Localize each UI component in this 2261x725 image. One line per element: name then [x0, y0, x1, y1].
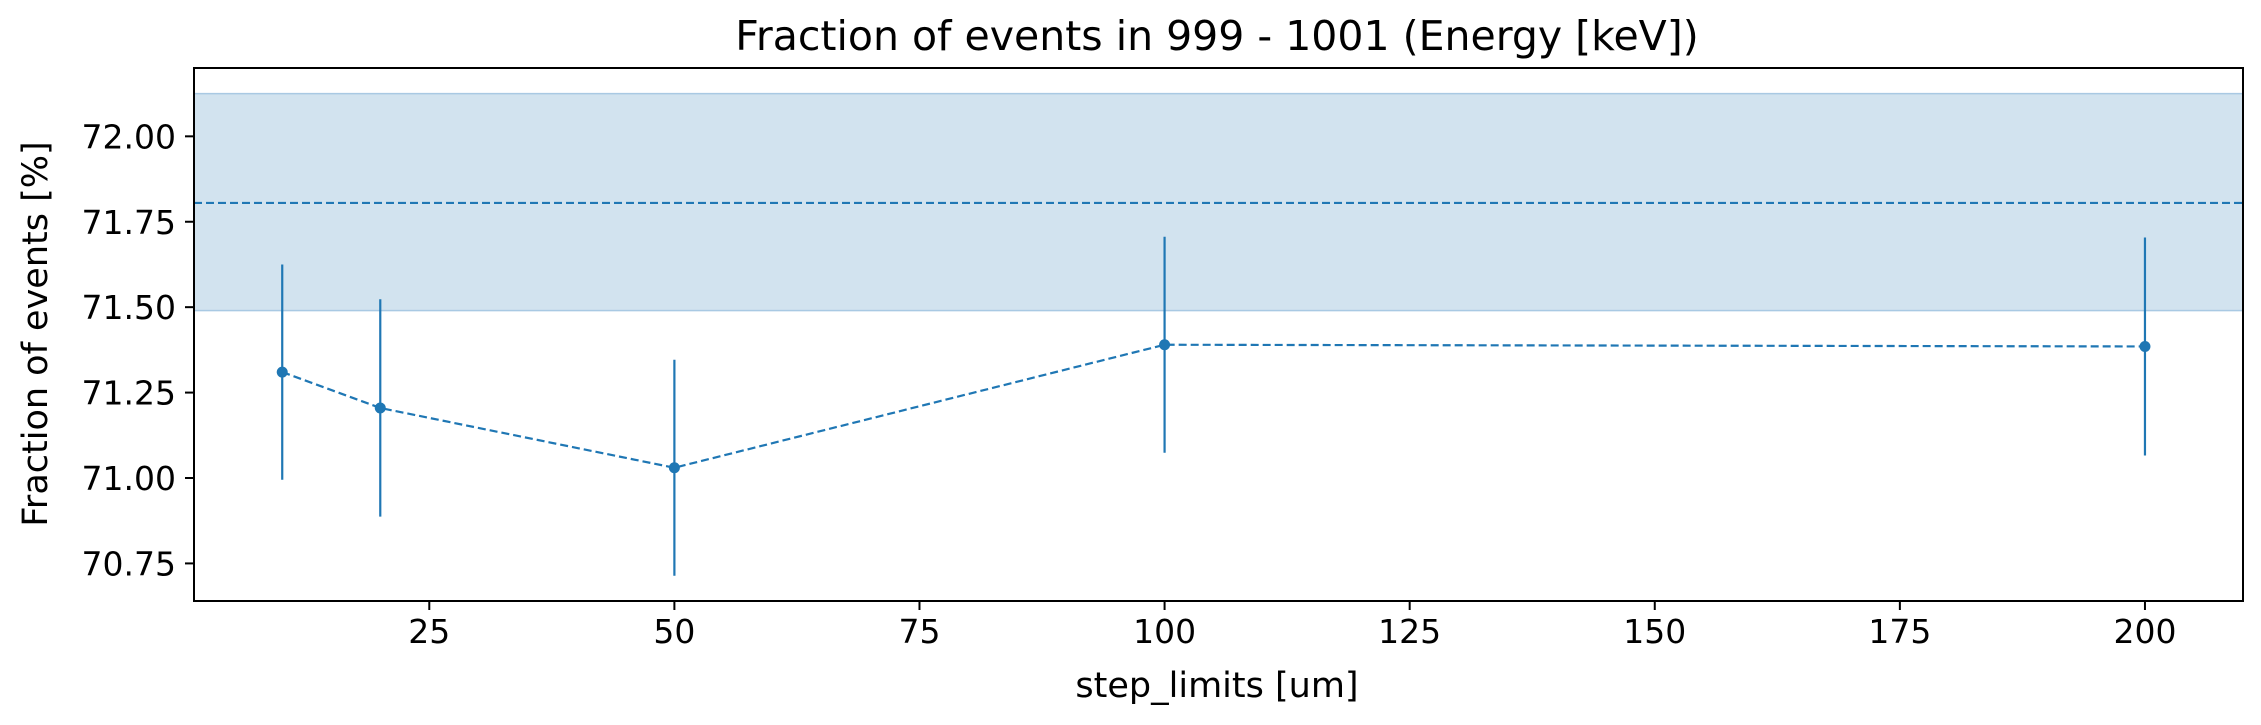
data-point	[374, 402, 386, 414]
x-tick-label: 50	[653, 612, 695, 651]
x-tick-label: 175	[1868, 612, 1931, 651]
y-tick-label: 71.75	[82, 203, 176, 242]
y-tick-label: 71.50	[82, 288, 176, 327]
y-tick-label: 71.25	[82, 374, 176, 413]
x-tick-label: 150	[1623, 612, 1686, 651]
x-tick-label: 100	[1133, 612, 1196, 651]
chart-title: Fraction of events in 999 - 1001 (Energy…	[735, 12, 1698, 60]
y-tick-label: 70.75	[82, 544, 176, 583]
y-axis-label: Fraction of events [%]	[16, 141, 56, 526]
x-axis-label: step_limits [um]	[1075, 666, 1358, 706]
series-line	[281, 343, 2145, 469]
x-tick-label: 200	[2113, 612, 2176, 651]
x-tick-label: 75	[898, 612, 940, 651]
data-point	[1159, 339, 1171, 351]
data-point	[276, 366, 288, 378]
axes-frame	[193, 67, 2244, 602]
plot-area: 25 50 75 100 125 150 175 200 70.75 71.00 71.25 71.5…	[82, 67, 2244, 651]
data-point	[2139, 340, 2151, 352]
y-tick-label: 72.00	[82, 117, 176, 156]
data-point	[668, 462, 680, 474]
y-tick-label: 71.00	[82, 459, 176, 498]
x-tick-label: 125	[1378, 612, 1441, 651]
x-tick-label: 25	[408, 612, 450, 651]
